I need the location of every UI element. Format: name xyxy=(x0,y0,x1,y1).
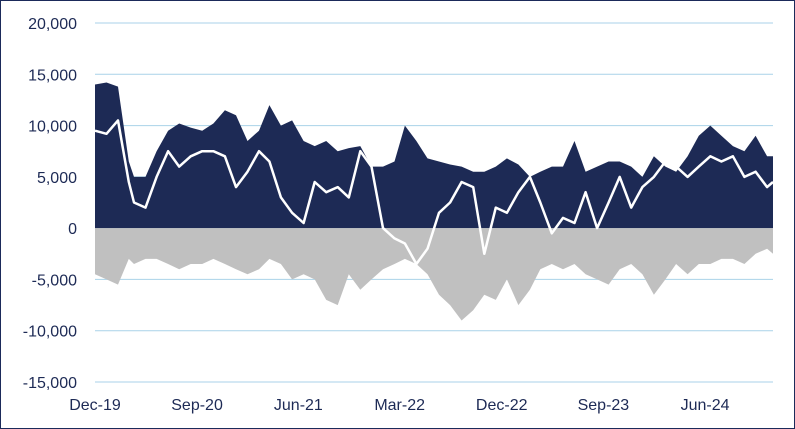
x-tick-label: Dec-22 xyxy=(476,397,528,414)
y-axis-ticks: 20,000 15,000 10,000 5,000 0 -5,000 -10,000 -15… xyxy=(23,16,77,392)
y-tick-label: 5,000 xyxy=(37,170,77,187)
x-axis-ticks: Dec-19 Sep-20 Jun-21 Mar-22 Dec-22 Sep-23 Jun-… xyxy=(69,397,729,414)
y-tick-label: 15,000 xyxy=(28,67,77,84)
y-tick-label: 10,000 xyxy=(28,119,77,136)
y-tick-label: -10,000 xyxy=(23,324,77,341)
y-tick-label: 20,000 xyxy=(28,16,77,33)
area-series xyxy=(95,82,773,321)
y-tick-label: 0 xyxy=(68,221,77,238)
x-tick-label: Sep-20 xyxy=(171,397,223,414)
line-series xyxy=(94,119,774,266)
x-tick-label: Jun-24 xyxy=(681,397,730,414)
y-tick-label: -15,000 xyxy=(23,375,77,392)
x-tick-label: Sep-23 xyxy=(578,397,630,414)
x-tick-label: Mar-22 xyxy=(374,397,425,414)
negative-area xyxy=(95,228,773,321)
x-tick-label: Jun-21 xyxy=(274,397,323,414)
net-line xyxy=(94,119,774,266)
positive-area xyxy=(95,82,773,229)
x-tick-label: Dec-19 xyxy=(69,397,121,414)
y-tick-label: -5,000 xyxy=(32,272,77,289)
